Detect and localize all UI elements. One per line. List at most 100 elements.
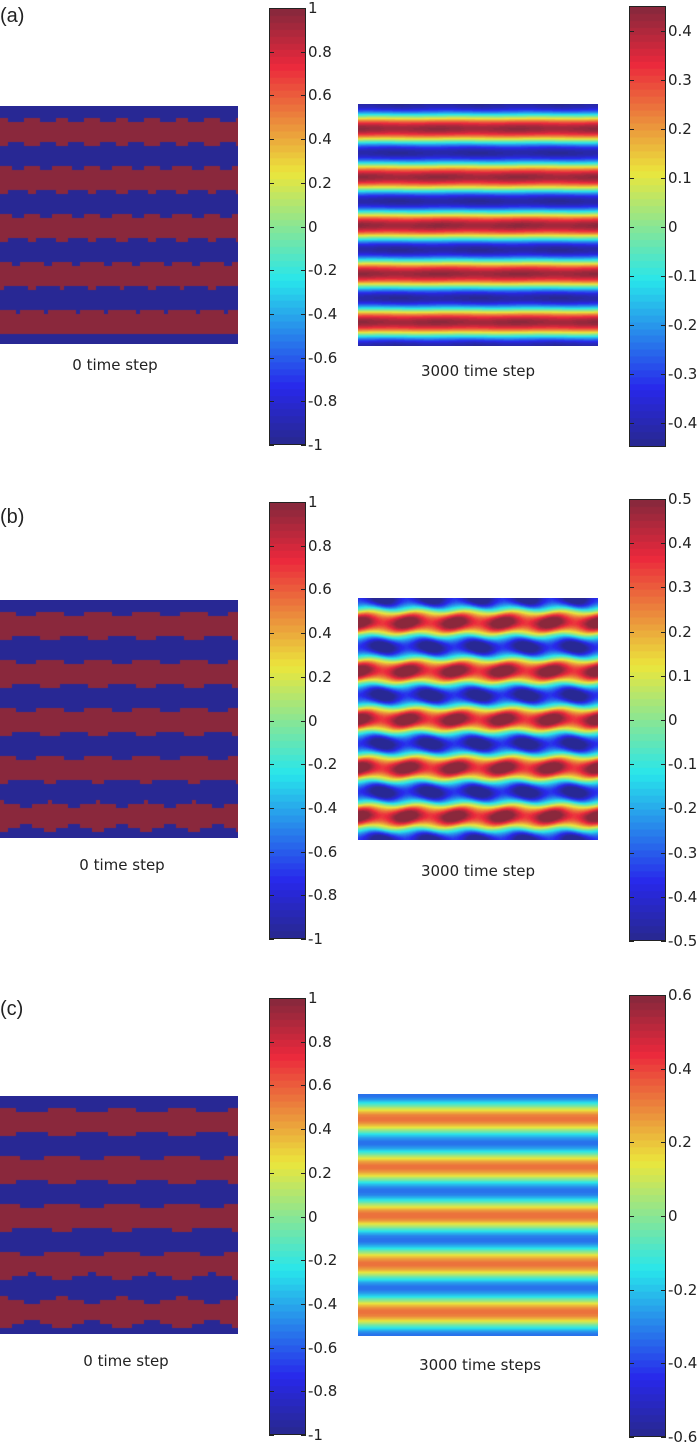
- colorbar-tick-label: 0.1: [668, 666, 692, 685]
- colorbar-tick: [629, 543, 634, 545]
- colorbar-tick: [269, 95, 274, 97]
- colorbar-tick-label: 0: [668, 217, 678, 236]
- colorbar-tick: [301, 895, 306, 897]
- colorbar-tick: [269, 998, 274, 999]
- heatmap-caption: 0 time step: [79, 856, 165, 874]
- colorbar-tick: [269, 502, 274, 503]
- colorbar-tick-label: 0.3: [668, 70, 692, 89]
- colorbar-tick: [301, 8, 306, 9]
- colorbar-tick-label: 0.2: [308, 1163, 332, 1182]
- colorbar-tick-label: 0.6: [668, 986, 692, 1004]
- colorbar-tick: [661, 808, 666, 810]
- colorbar-tick: [269, 939, 274, 940]
- colorbar-tick-label: -0.5: [668, 932, 698, 950]
- colorbar-tick-label: -0.2: [308, 261, 338, 280]
- heatmap-caption: 3000 time step: [420, 362, 536, 380]
- colorbar-tick: [661, 1289, 666, 1291]
- heatmap-final: [358, 104, 598, 346]
- colorbar-tick: [629, 128, 634, 130]
- colorbar-tick: [661, 1068, 666, 1070]
- colorbar-tick: [301, 998, 306, 999]
- colorbar-tick: [629, 373, 634, 375]
- colorbar-tick-label: -0.3: [668, 364, 698, 383]
- colorbar-tick: [269, 270, 274, 272]
- colorbar-tick-label: 0.4: [668, 21, 692, 40]
- colorbar-tick-label: 0: [308, 217, 318, 236]
- heatmap-caption: 3000 time steps: [419, 1356, 541, 1374]
- colorbar-tick: [629, 808, 634, 810]
- colorbar-tick: [269, 8, 274, 9]
- heatmap-final: [358, 598, 598, 840]
- colorbar: [629, 499, 666, 941]
- colorbar-tick: [661, 226, 666, 228]
- colorbar-tick: [269, 1172, 274, 1174]
- colorbar-tick: [661, 543, 666, 545]
- colorbar-tick: [661, 587, 666, 589]
- colorbar-tick: [301, 720, 306, 722]
- colorbar-tick: [301, 182, 306, 184]
- colorbar-tick: [301, 313, 306, 315]
- colorbar-tick: [661, 422, 666, 424]
- colorbar-tick-label: -0.4: [668, 887, 698, 906]
- colorbar-tick: [301, 764, 306, 766]
- colorbar-tick-label: -0.2: [668, 799, 698, 818]
- colorbar-tick-label: -0.2: [308, 755, 338, 774]
- colorbar-tick: [629, 275, 634, 277]
- colorbar-tick-label: 1: [308, 493, 318, 511]
- colorbar: [629, 995, 666, 1437]
- colorbar-tick: [661, 499, 666, 500]
- colorbar-tick: [301, 1129, 306, 1131]
- colorbar-tick: [301, 1347, 306, 1349]
- colorbar-tick-label: -1: [308, 930, 323, 948]
- colorbar-tick: [661, 79, 666, 81]
- colorbar-tick-label: -0.6: [308, 348, 338, 367]
- colorbar-tick: [301, 1172, 306, 1174]
- colorbar-tick: [301, 1085, 306, 1087]
- colorbar-tick: [269, 633, 274, 635]
- colorbar-tick: [661, 631, 666, 633]
- colorbar-tick: [301, 807, 306, 809]
- colorbar-tick: [629, 1437, 634, 1438]
- heatmap-initial: [0, 1096, 238, 1334]
- colorbar-tick: [269, 139, 274, 141]
- colorbar-tick: [661, 1216, 666, 1217]
- colorbar-tick-label: 0.8: [308, 1032, 332, 1051]
- heatmap-initial: [0, 106, 238, 344]
- colorbar-tick: [629, 852, 634, 854]
- colorbar-tick-label: 0.2: [668, 622, 692, 641]
- colorbar-tick-label: 0.6: [308, 86, 332, 105]
- colorbar-tick: [269, 1216, 274, 1218]
- colorbar-tick: [661, 1363, 666, 1365]
- heatmap-final: [358, 1094, 598, 1336]
- colorbar-tick: [629, 1068, 634, 1070]
- colorbar-tick: [661, 941, 666, 942]
- colorbar-tick-label: 0.8: [308, 42, 332, 61]
- colorbar-tick: [269, 51, 274, 53]
- colorbar-tick: [301, 401, 306, 403]
- colorbar-tick-label: 0.1: [668, 168, 692, 187]
- colorbar-tick: [661, 324, 666, 326]
- colorbar-tick: [269, 445, 274, 446]
- colorbar-tick: [269, 1347, 274, 1349]
- colorbar-tick-label: 0.4: [308, 130, 332, 149]
- colorbar-tick: [629, 675, 634, 677]
- colorbar-tick: [301, 270, 306, 272]
- colorbar-tick: [301, 445, 306, 446]
- colorbar-tick: [629, 764, 634, 766]
- panel-label: (b): [0, 506, 25, 528]
- colorbar-tick-label: -0.2: [668, 315, 698, 334]
- colorbar-tick: [629, 1289, 634, 1291]
- colorbar-tick-label: 0.8: [308, 536, 332, 555]
- colorbar-tick-label: -0.2: [668, 1280, 698, 1299]
- colorbar-tick: [629, 79, 634, 81]
- colorbar-tick: [269, 182, 274, 184]
- colorbar-tick-label: 1: [308, 989, 318, 1007]
- colorbar-tick-label: 0.4: [668, 534, 692, 553]
- colorbar-tick-label: -0.8: [308, 1382, 338, 1401]
- colorbar-tick-label: -0.1: [668, 755, 698, 774]
- colorbar-tick-label: 0.6: [308, 1076, 332, 1095]
- colorbar-tick: [301, 1041, 306, 1043]
- colorbar-tick-label: -0.6: [668, 1428, 698, 1446]
- heatmap-initial: [0, 600, 238, 838]
- colorbar-tick: [661, 373, 666, 375]
